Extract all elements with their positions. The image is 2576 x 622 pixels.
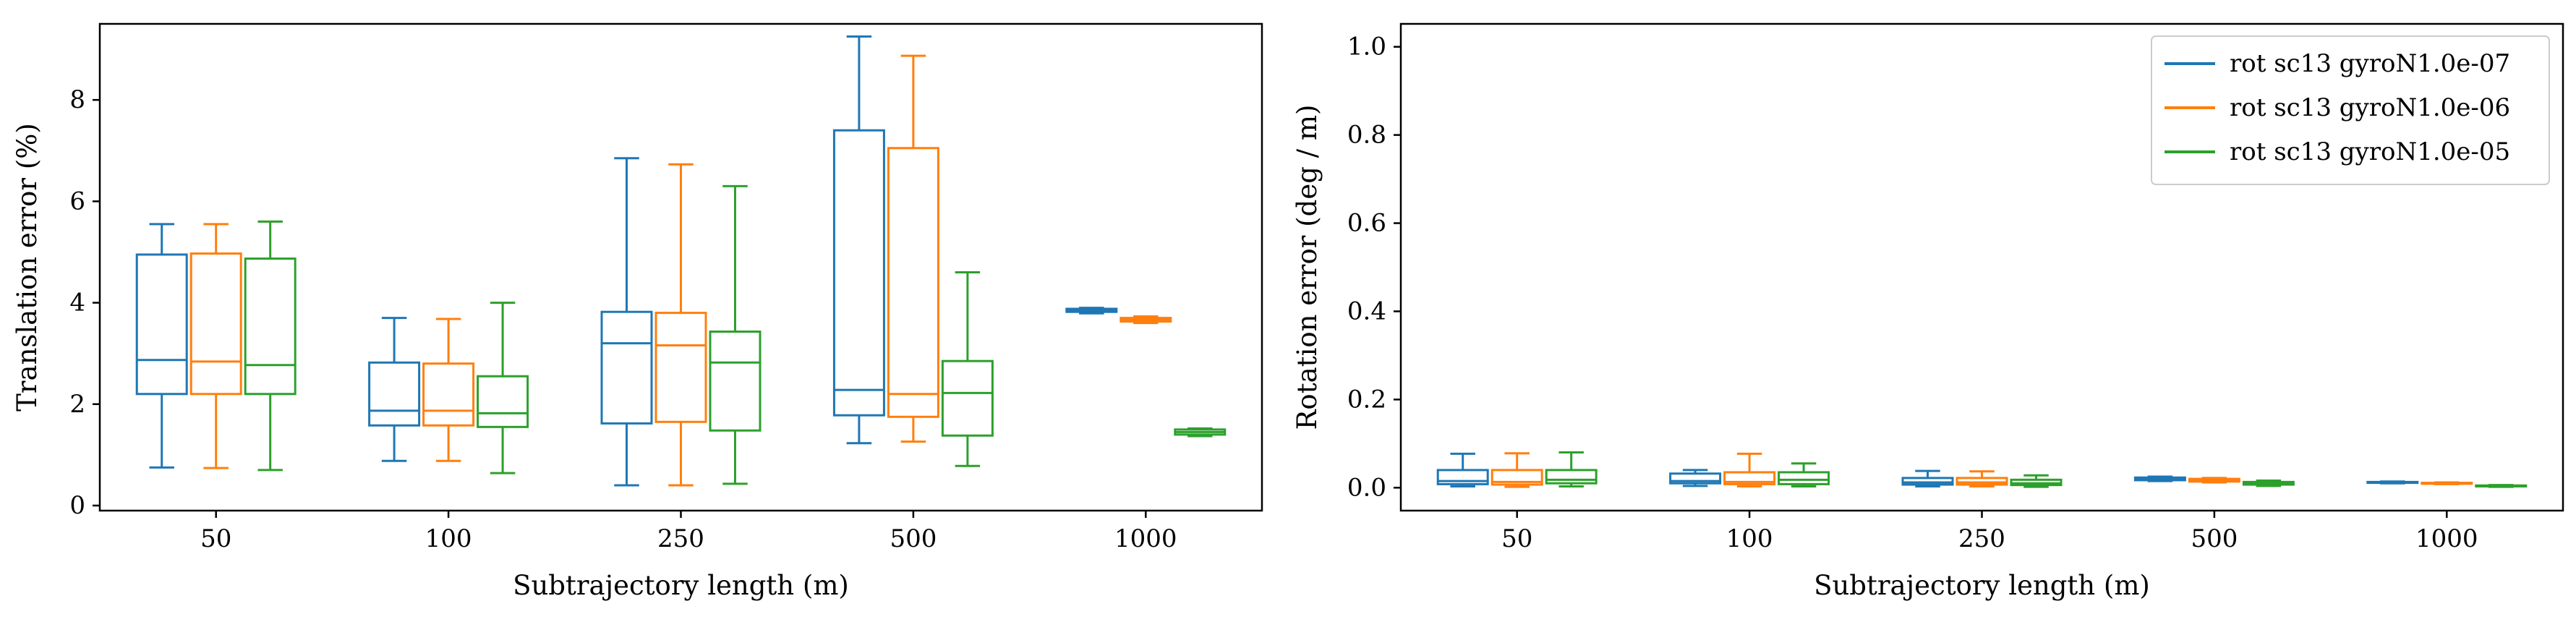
chart-panel-2: 0.0 0.2 0.4 0.6 0.8 1.0 50 100 250 500 1000 Subtraj… <box>1292 22 2564 601</box>
legend: rot sc13 gyroN1.0e-07 rot sc13 gyroN1.0e-… <box>2151 35 2550 185</box>
x-tick-label: 100 <box>1726 524 1773 553</box>
box-iqr <box>709 331 762 432</box>
series-3-boxes <box>244 184 1227 485</box>
box-iqr <box>941 359 994 437</box>
box-iqr <box>1669 472 1722 485</box>
box-plot-mark <box>709 184 762 485</box>
series-1-boxes <box>1436 452 2419 487</box>
box-plot-mark <box>1778 462 1830 487</box>
legend-box <box>2151 35 2550 185</box>
box-iqr <box>832 129 885 417</box>
x-axis-label: Subtrajectory length (m) <box>513 570 849 601</box>
x-tick-label: 1000 <box>2415 524 2478 553</box>
box-iqr <box>477 375 529 428</box>
box-iqr <box>1723 471 1776 485</box>
box-plot-mark <box>2475 484 2528 488</box>
box-plot-mark <box>477 302 529 474</box>
y-tick-label: 4 <box>69 289 85 318</box>
box-iqr <box>600 310 653 425</box>
series-1-boxes <box>135 35 1118 487</box>
box-plot-mark <box>2421 481 2473 485</box>
box-iqr <box>887 147 939 418</box>
box-plot-mark <box>244 220 297 472</box>
box-plot-mark <box>189 223 242 469</box>
box-plot-mark <box>1065 307 1118 315</box>
box-iqr <box>368 361 421 427</box>
box-plot-mark <box>2010 474 2063 488</box>
legend-label: rot sc13 gyroN1.0e-05 <box>2230 137 2510 166</box>
box-plot-mark <box>1956 470 2008 487</box>
box-plot-mark <box>1119 315 1172 325</box>
box-plot-mark <box>135 223 188 469</box>
box-plot-mark <box>1490 452 1543 488</box>
y-tick-label: 0.4 <box>1347 297 1386 325</box>
x-tick-label: 50 <box>200 524 231 553</box>
box-plot-mark <box>832 35 885 445</box>
box-plot-mark <box>887 54 939 443</box>
box-iqr <box>1490 469 1543 486</box>
box-plot-mark <box>654 163 707 487</box>
box-plot-mark <box>368 317 421 462</box>
y-tick-label: 0.2 <box>1347 385 1386 414</box>
y-tick-label: 0.0 <box>1347 473 1386 502</box>
series-2-boxes <box>1490 452 2473 488</box>
box-iqr <box>1545 469 1598 485</box>
x-tick-label: 500 <box>890 524 937 553</box>
box-iqr <box>1436 469 1489 485</box>
y-tick-label: 6 <box>69 187 85 216</box>
y-tick-label: 0.8 <box>1347 121 1386 150</box>
series-2-boxes <box>189 54 1172 487</box>
box-iqr <box>244 257 297 396</box>
box-iqr <box>1778 471 1830 485</box>
box-plot-mark <box>1174 427 1227 438</box>
box-iqr <box>135 253 188 396</box>
box-plot-mark <box>1901 469 1954 487</box>
box-iqr <box>1901 477 1954 486</box>
x-axis-label: Subtrajectory length (m) <box>1814 570 2150 601</box>
x-tick-label: 100 <box>425 524 472 553</box>
x-tick-label: 50 <box>1501 524 1532 553</box>
box-plot-mark <box>2133 475 2186 482</box>
legend-label: rot sc13 gyroN1.0e-07 <box>2230 49 2510 78</box>
y-tick-label: 8 <box>69 85 85 114</box>
box-plot-mark <box>1436 452 1489 487</box>
box-plot-mark <box>422 318 475 462</box>
y-tick-label: 0 <box>69 491 85 520</box>
box-plot-mark <box>1545 451 1598 487</box>
box-plot-mark <box>1669 469 1722 487</box>
box-plot-mark <box>2366 480 2419 485</box>
y-axis-label: Translation error (%) <box>12 123 43 412</box>
x-tick-label: 1000 <box>1114 524 1177 553</box>
y-tick-label: 1.0 <box>1347 33 1386 61</box>
box-plot-mark <box>2188 477 2240 484</box>
box-iqr <box>189 252 242 396</box>
box-plot-mark <box>600 157 653 487</box>
chart-panel-1: 0 2 4 6 8 50 100 250 500 1000 Subtrajectory length… <box>12 22 1263 601</box>
box-plot-mark <box>941 271 994 467</box>
series-3-boxes <box>1545 451 2528 488</box>
legend-label: rot sc13 gyroN1.0e-06 <box>2230 93 2510 122</box>
x-tick-label: 250 <box>1958 524 2005 553</box>
x-tick-label: 250 <box>657 524 704 553</box>
y-tick-label: 0.6 <box>1347 209 1386 238</box>
y-axis-label: Rotation error (deg / m) <box>1292 105 1323 430</box>
x-tick-label: 500 <box>2191 524 2238 553</box>
box-iqr <box>1956 477 2008 486</box>
box-iqr <box>422 362 475 427</box>
box-plot-mark <box>2242 480 2295 487</box>
box-plot-mark <box>1723 452 1776 487</box>
y-tick-label: 2 <box>69 390 85 419</box>
box-iqr <box>654 312 707 423</box>
